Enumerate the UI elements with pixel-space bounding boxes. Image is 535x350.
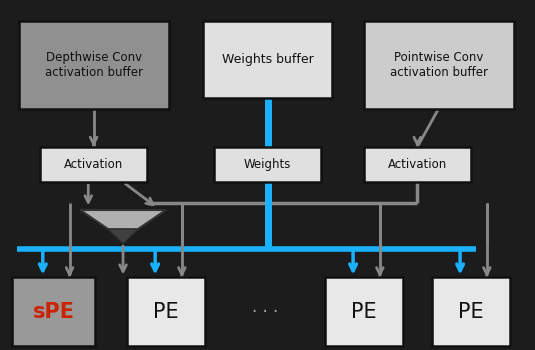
Text: · · ·: · · · (251, 303, 278, 321)
Text: PE: PE (153, 301, 179, 322)
Polygon shape (108, 229, 138, 243)
Text: PE: PE (458, 301, 484, 322)
FancyBboxPatch shape (19, 21, 169, 108)
Text: sPE: sPE (33, 301, 74, 322)
Text: Depthwise Conv
activation buffer: Depthwise Conv activation buffer (44, 51, 143, 79)
FancyBboxPatch shape (364, 147, 471, 182)
Text: Weights: Weights (244, 158, 291, 171)
FancyBboxPatch shape (203, 21, 332, 98)
FancyBboxPatch shape (364, 21, 514, 108)
FancyBboxPatch shape (127, 277, 204, 346)
Text: Activation: Activation (388, 158, 447, 171)
FancyBboxPatch shape (214, 147, 321, 182)
FancyBboxPatch shape (12, 277, 95, 346)
Text: Pointwise Conv
activation buffer: Pointwise Conv activation buffer (389, 51, 488, 79)
FancyBboxPatch shape (325, 277, 403, 346)
Polygon shape (80, 210, 166, 229)
Text: Activation: Activation (64, 158, 123, 171)
Text: Weights buffer: Weights buffer (221, 53, 314, 66)
Text: PE: PE (351, 301, 377, 322)
FancyBboxPatch shape (40, 147, 147, 182)
FancyBboxPatch shape (432, 277, 510, 346)
